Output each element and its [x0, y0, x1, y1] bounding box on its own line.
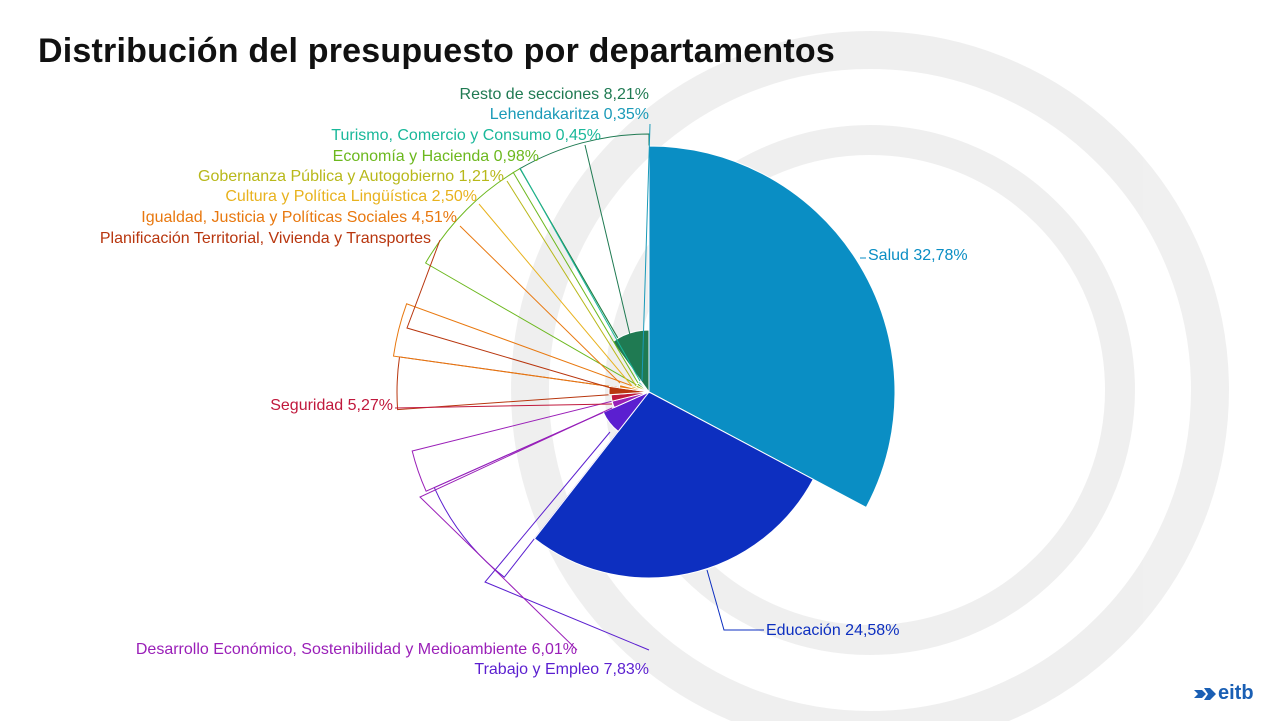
- slice-extent-outline: [392, 303, 650, 393]
- slice-label: Gobernanza Pública y Autogobierno 1,21%: [198, 168, 504, 185]
- leader-line: [706, 569, 764, 631]
- slice-extent-outline: [411, 391, 650, 492]
- labels: Salud 32,78% Educación 24,58% Trabajo y Em…: [100, 86, 968, 678]
- slice-label: Desarrollo Económico, Sostenibilidad y M…: [136, 641, 577, 658]
- pie-slice: [648, 145, 896, 509]
- pie-slice: [608, 385, 650, 396]
- leader-line: [641, 123, 651, 382]
- leader-line: [484, 431, 650, 651]
- leader-line: [394, 403, 613, 409]
- slice-label: Turismo, Comercio y Consumo 0,45%: [331, 127, 601, 144]
- slice-label: Planificación Territorial, Vivienda y Tr…: [100, 230, 431, 247]
- chart-title: Distribución del presupuesto por departa…: [38, 32, 835, 70]
- slice-label: Salud 32,78%: [868, 247, 968, 264]
- slices: [533, 145, 896, 579]
- slice-extent-outline: [519, 133, 650, 394]
- leader-line: [519, 167, 641, 382]
- eitb-logo-icon: [1194, 687, 1216, 700]
- slice-label: Educación 24,58%: [766, 622, 899, 639]
- leader-line: [459, 225, 621, 384]
- slice-label: Seguridad 5,27%: [270, 397, 393, 414]
- slice-extent-outline: [424, 167, 651, 394]
- slice-label: Resto de secciones 8,21%: [460, 86, 649, 103]
- leader-line: [584, 144, 631, 336]
- leader-line: [506, 180, 637, 387]
- slice-label: Lehendakaritza 0,35%: [490, 106, 649, 123]
- slice-label: Economía y Hacienda 0,98%: [333, 148, 539, 165]
- slice-label: Cultura y Política Lingüística 2,50%: [225, 188, 477, 205]
- slice-label: Trabajo y Empleo 7,83%: [474, 661, 649, 678]
- leader-line: [406, 239, 612, 389]
- brand-name: eitb: [1218, 682, 1254, 704]
- brand-logo: eitb: [1192, 682, 1254, 705]
- pie-slice: [533, 391, 814, 579]
- leader-line: [419, 407, 613, 651]
- slice-label: Igualdad, Justicia y Políticas Sociales …: [141, 209, 457, 226]
- leader-line: [478, 203, 633, 387]
- watermark-ring: [511, 31, 1229, 721]
- leader-line: [512, 171, 639, 384]
